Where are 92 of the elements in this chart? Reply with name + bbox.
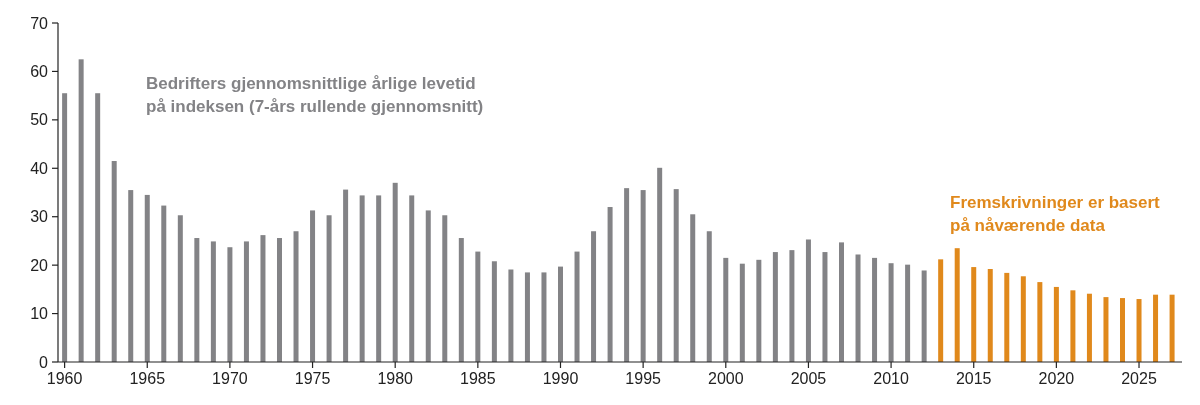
x-tick-label: 1980 — [377, 370, 414, 387]
bar — [739, 263, 745, 362]
y-tick-label: 50 — [30, 111, 49, 129]
bar — [359, 195, 365, 362]
x-tick-label: 2005 — [790, 370, 827, 387]
bar — [805, 239, 811, 362]
bar — [491, 261, 497, 362]
bar — [723, 257, 729, 362]
bar — [921, 270, 927, 362]
x-tick-label: 1990 — [542, 370, 579, 387]
x-tick-label: 1965 — [129, 370, 166, 387]
bar — [789, 250, 795, 362]
y-tick-label: 30 — [30, 208, 49, 226]
bar — [888, 263, 894, 362]
bar — [1020, 276, 1026, 362]
bar — [111, 161, 117, 362]
bar — [1119, 298, 1125, 362]
bar — [855, 254, 861, 362]
bar — [838, 242, 844, 362]
bar — [194, 238, 200, 362]
bar — [971, 267, 977, 362]
y-tick-label: 10 — [30, 305, 49, 323]
bar — [938, 259, 944, 362]
x-tick-label: 2015 — [955, 370, 992, 387]
x-tick-label: 2000 — [707, 370, 744, 387]
bar — [276, 238, 282, 362]
bar — [1037, 282, 1043, 362]
y-tick-label: 70 — [30, 14, 49, 32]
text: Bedrifters gjennomsnittlige årlige levetid på indeksen (7-års rullende gjennomsnitt) — [146, 74, 484, 116]
bar — [987, 269, 993, 362]
bar — [640, 190, 646, 362]
bar — [1070, 290, 1076, 362]
bar — [161, 205, 167, 362]
bar — [1004, 272, 1010, 362]
bar — [574, 251, 580, 362]
bar — [210, 241, 216, 362]
bar — [1086, 293, 1092, 362]
bar — [905, 264, 911, 362]
bar — [673, 189, 679, 362]
bar — [343, 189, 349, 362]
bar — [1153, 294, 1159, 362]
bar — [624, 188, 630, 362]
bar — [425, 210, 431, 362]
bar — [144, 194, 150, 362]
bar — [128, 190, 134, 362]
bar — [95, 93, 101, 362]
bar — [293, 231, 299, 362]
x-tick-label: 1985 — [460, 370, 496, 387]
bar — [657, 167, 663, 362]
bar — [177, 215, 183, 362]
bar — [326, 215, 332, 362]
bar — [607, 207, 613, 362]
x-tick-label: 1960 — [46, 370, 83, 387]
x-tick-label: 1970 — [212, 370, 248, 387]
bar — [524, 272, 530, 362]
bar — [872, 257, 878, 362]
bar — [310, 210, 316, 362]
x-tick-label: 1995 — [625, 370, 662, 387]
bar — [772, 252, 778, 362]
bar — [508, 269, 514, 362]
series-label: Fremskrivninger er basert på nåværende data — [950, 193, 1161, 235]
x-tick-label: 1975 — [294, 370, 331, 387]
y-tick-label: 20 — [30, 256, 49, 274]
bar — [458, 238, 464, 362]
bar — [1053, 286, 1059, 362]
bar — [756, 259, 762, 362]
bar — [557, 266, 563, 362]
bar — [227, 247, 233, 362]
bar — [409, 195, 415, 362]
bar — [392, 182, 398, 362]
bar — [1103, 297, 1109, 362]
y-tick-label: 60 — [30, 63, 49, 81]
x-tick-label: 2010 — [873, 370, 909, 387]
y-tick-label: 0 — [39, 353, 49, 371]
bar — [78, 59, 84, 362]
bar — [442, 215, 448, 362]
bar — [243, 241, 249, 362]
bar — [1136, 299, 1142, 362]
bar — [1169, 294, 1175, 362]
bar — [706, 231, 712, 362]
x-tick-label: 2020 — [1038, 370, 1075, 387]
bar — [591, 231, 597, 362]
bar — [376, 195, 382, 362]
x-tick-label: 2025 — [1121, 370, 1157, 387]
bar — [690, 214, 696, 362]
bar — [954, 248, 960, 362]
bar — [475, 251, 481, 362]
bar — [541, 272, 547, 362]
bar — [260, 235, 266, 362]
bar — [62, 93, 68, 362]
y-tick-label: 40 — [30, 159, 49, 177]
bar — [822, 252, 828, 362]
